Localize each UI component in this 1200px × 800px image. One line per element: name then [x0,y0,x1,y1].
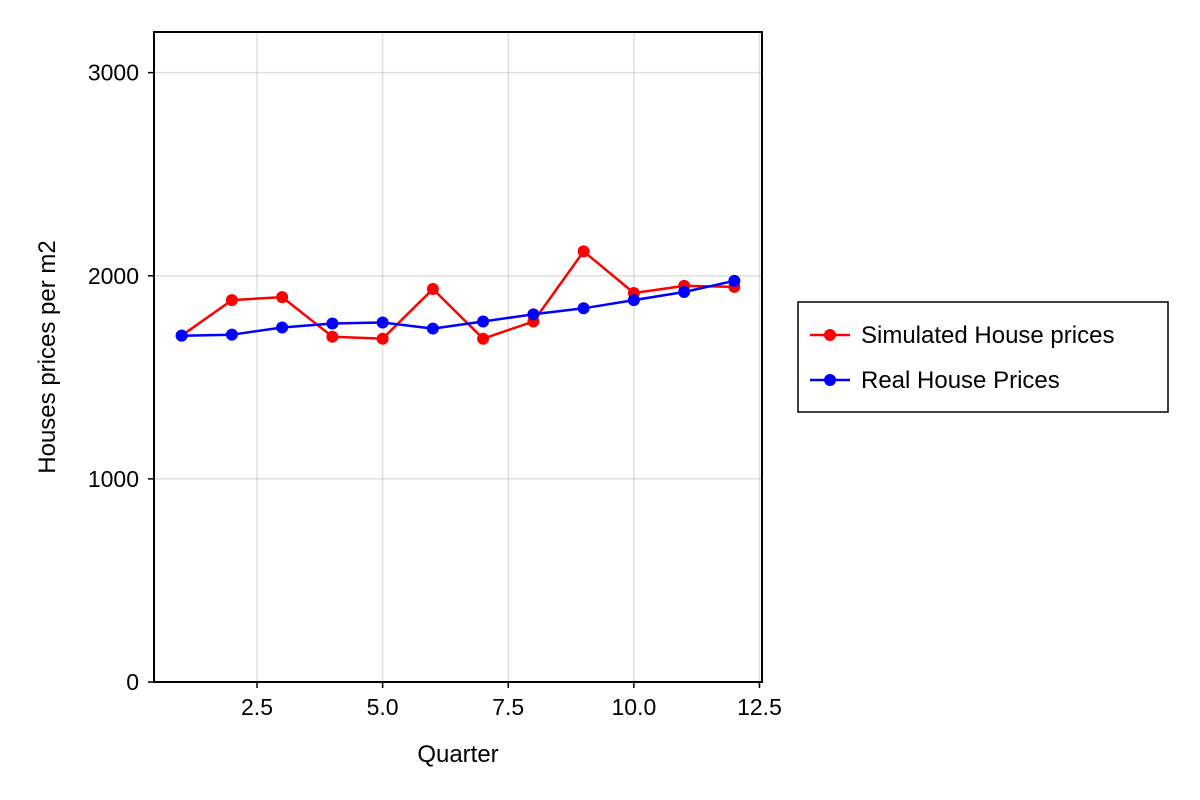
legend-entry-simulated: Simulated House prices [810,322,1114,349]
data-point [225,294,238,307]
series-lines [175,245,741,345]
x-tick-label: 7.5 [492,694,524,720]
x-tick-label: 12.5 [737,694,782,720]
data-point [477,315,490,328]
series-line [180,250,735,340]
y-axis-title: Houses prices per m2 [34,240,61,473]
x-tick-label: 10.0 [611,694,656,720]
legend-label-real: Real House Prices [861,367,1060,394]
plot-frame [153,31,763,683]
data-point [678,286,691,298]
legend-entry-real: Real House Prices [810,367,1060,394]
y-tick-label: 0 [126,669,139,695]
legend-frame [797,301,1169,413]
data-point [527,308,540,321]
data-point [376,332,389,345]
y-tick-label: 1000 [88,466,139,492]
y-tick-label: 3000 [88,60,139,86]
legend: Simulated House prices Real House Prices [797,301,1169,413]
data-point [175,329,188,342]
data-point [426,322,439,335]
data-point [728,274,741,287]
data-point [276,291,289,304]
data-point [577,302,590,315]
series-line [181,279,735,337]
x-tick-label: 5.0 [367,694,399,720]
axis-ticks: 2.5 5.0 7.5 10.0 12.5 0 1000 2000 3000 [88,60,782,720]
grid [154,32,762,683]
legend-label-simulated: Simulated House prices [861,322,1114,349]
legend-marker-simulated [824,329,836,341]
data-point [326,317,339,330]
data-point [477,332,490,345]
data-point [326,330,339,343]
x-tick-label: 2.5 [241,694,273,720]
data-point [627,294,640,307]
data-point [276,321,289,334]
x-axis-title: Quarter [417,741,498,768]
y-tick-label: 2000 [88,263,139,289]
data-point [225,328,238,341]
data-point [577,245,590,258]
series-1 [175,274,741,342]
data-point [426,282,439,295]
legend-marker-real [824,374,836,386]
data-point [376,316,389,329]
